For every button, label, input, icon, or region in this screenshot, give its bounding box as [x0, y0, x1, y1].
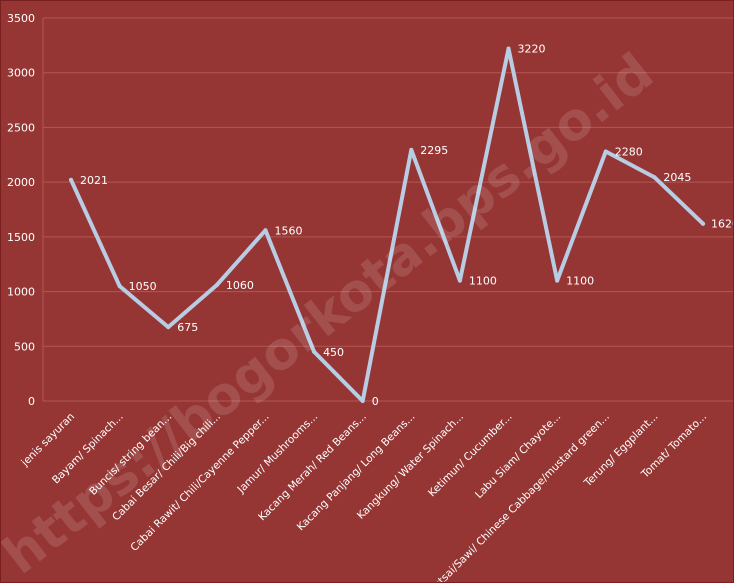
y-tick-label: 1000: [7, 286, 35, 299]
data-label: 0: [372, 395, 379, 408]
data-point: [457, 278, 462, 283]
data-point: [312, 349, 317, 354]
y-tick-label: 2500: [7, 121, 35, 134]
data-label: 1060: [226, 279, 254, 292]
data-point: [117, 284, 122, 289]
series-line-group: [69, 46, 705, 403]
gridlines: [43, 17, 733, 402]
data-point: [263, 228, 268, 233]
data-label: 675: [177, 321, 198, 334]
y-axis: 0 500 1000 1500 2000 2500 3000 3500: [7, 12, 44, 408]
data-label: 2021: [80, 174, 108, 187]
series-line: [69, 46, 705, 403]
y-tick-label: 1500: [7, 231, 35, 244]
y-tick-label: 3500: [7, 12, 35, 25]
y-tick-label: 2000: [7, 176, 35, 189]
data-point: [652, 175, 657, 180]
data-label: 1100: [566, 275, 594, 288]
data-point: [360, 399, 365, 403]
data-label: 2295: [420, 144, 448, 157]
data-label: 2280: [615, 146, 643, 159]
y-tick-label: 0: [28, 395, 35, 408]
data-label: 450: [323, 346, 344, 359]
data-label: 1050: [129, 280, 157, 293]
data-point: [555, 278, 560, 283]
data-point: [166, 325, 171, 330]
data-label: 1100: [469, 275, 497, 288]
data-point: [506, 46, 511, 51]
data-label: 3220: [518, 43, 546, 56]
y-tick-label: 3000: [7, 67, 35, 80]
data-point: [409, 147, 414, 152]
data-label: 1620: [711, 218, 733, 231]
data-point: [69, 177, 73, 182]
data-labels: 2021 1050 675 1060 1560 450 0 2295 1100 3220 1100 2…: [80, 43, 734, 408]
data-label: 1560: [274, 224, 302, 237]
data-point: [603, 149, 608, 154]
data-label: 2045: [663, 171, 691, 184]
data-point: [214, 283, 219, 288]
data-point: [701, 221, 705, 226]
y-tick-label: 500: [14, 340, 35, 353]
